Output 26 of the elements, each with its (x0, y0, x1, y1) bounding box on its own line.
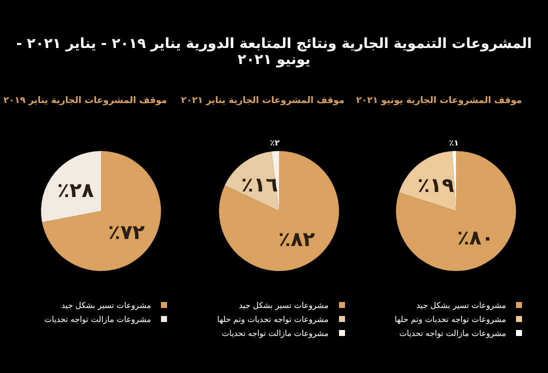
pie-slice (41, 151, 101, 222)
data-label: ١٪ (448, 138, 459, 148)
pie-slice (398, 151, 456, 211)
text: المشروعات التنموية الجارية ونتائج المتابعة الدورية يناير ٢٠١٩ - يناير ٢٠٢١ - يونيو ٢٠٢١ (15, 35, 533, 70)
data-label: ٢٨٪ (57, 178, 94, 202)
legend-label: مشروعات تواجه تحديات وتم حلها (394, 314, 506, 324)
legend-label: مشروعات تسير بشكل جيد (61, 300, 151, 310)
legend-label: مشروعات تواجه تحديات وتم حلها (217, 314, 328, 324)
data-label: ٢٪ (269, 138, 280, 148)
data-label: ٧٢٪ (108, 220, 145, 244)
data-label: ٨٢٪ (278, 226, 315, 251)
pie-slice (396, 151, 516, 271)
chart-subtitle: موقف المشروعات الجارية يناير ٢٠١٩ (3, 96, 167, 106)
legend-label: مشروعات مازالت تواجه تحديات (222, 328, 328, 338)
legend-label: مشروعات تسير بشكل جيد (238, 300, 328, 310)
pie-slice (224, 151, 278, 211)
chart-subtitle: موقف المشروعات الجارية يونيو ٢٠٢١ (356, 96, 523, 108)
data-label: ٨٠٪ (457, 226, 494, 250)
pie-slice (218, 151, 338, 271)
data-label: ١٩٪ (417, 172, 454, 197)
legend-label: مشروعات مازالت تواجه تحديات (44, 314, 151, 324)
chart-subtitle: موقف المشروعات الجارية يناير ٢٠٢١ (180, 96, 344, 106)
data-label: ١٦٪ (240, 172, 278, 196)
pie-slice (42, 151, 161, 271)
legend-label: مشروعات مازالت تواجه تحديات (399, 328, 506, 338)
legend-label: مشروعات تسير بشكل جيد (416, 300, 506, 310)
